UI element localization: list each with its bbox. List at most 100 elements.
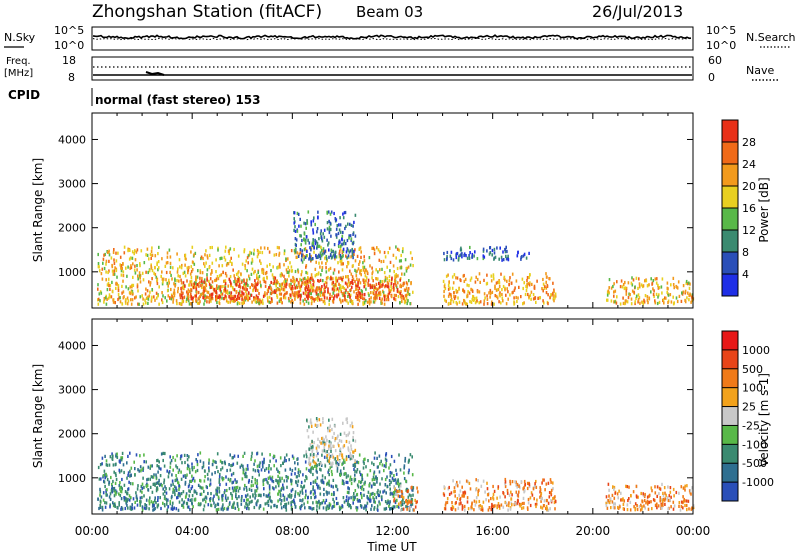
- heatmap-cell: [289, 493, 291, 497]
- heatmap-cell: [291, 279, 294, 283]
- heatmap-cell: [248, 296, 251, 300]
- heatmap-cell: [414, 498, 416, 502]
- heatmap-cell: [637, 286, 639, 290]
- heatmap-cell: [164, 494, 166, 498]
- heatmap-cell: [370, 507, 372, 511]
- heatmap-cell: [294, 467, 297, 471]
- heatmap-cell: [253, 296, 255, 300]
- heatmap-cell: [529, 496, 532, 500]
- heatmap-cell: [149, 290, 151, 294]
- heatmap-cell: [448, 492, 451, 496]
- heatmap-cell: [295, 480, 297, 484]
- heatmap-cell: [320, 290, 322, 294]
- heatmap-cell: [163, 478, 166, 482]
- heatmap-cell: [294, 286, 296, 290]
- heatmap-cell: [389, 507, 391, 511]
- heatmap-cell: [504, 495, 506, 499]
- heatmap-cell: [235, 280, 237, 284]
- heatmap-cell: [134, 264, 136, 268]
- heatmap-cell: [372, 491, 374, 496]
- heatmap-cell: [466, 496, 469, 500]
- heatmap-cell: [247, 295, 250, 300]
- heatmap-cell: [308, 241, 311, 245]
- heatmap-cell: [342, 216, 345, 220]
- heatmap-cell: [456, 276, 459, 280]
- heatmap-cell: [137, 277, 139, 281]
- heatmap-cell: [623, 302, 626, 306]
- heatmap-cell: [316, 463, 318, 468]
- heatmap-cell: [226, 291, 229, 295]
- heatmap-cell: [148, 502, 151, 506]
- heatmap-cell: [517, 494, 520, 498]
- heatmap-cell: [307, 210, 310, 214]
- heatmap-cell: [134, 258, 137, 262]
- heatmap-cell: [175, 486, 177, 490]
- heatmap-cell: [200, 492, 203, 496]
- heatmap-cell: [414, 505, 417, 509]
- heatmap-cell: [140, 484, 143, 489]
- heatmap-cell: [229, 247, 232, 251]
- heatmap-cell: [403, 272, 406, 276]
- heatmap-cell: [395, 489, 397, 493]
- heatmap-cell: [308, 291, 311, 295]
- heatmap-cell: [119, 263, 121, 267]
- heatmap-cell: [447, 284, 450, 288]
- heatmap-cell: [468, 254, 470, 258]
- heatmap-cell: [299, 294, 302, 298]
- heatmap-cell: [156, 296, 158, 300]
- heatmap-cell: [359, 271, 361, 275]
- heatmap-cell: [147, 270, 149, 275]
- heatmap-cell: [614, 491, 616, 495]
- heatmap-cell: [397, 479, 400, 483]
- heatmap-cell: [246, 256, 249, 260]
- heatmap-cell: [540, 491, 543, 496]
- heatmap-cell: [278, 253, 280, 257]
- heatmap-cell: [376, 246, 378, 250]
- heatmap-cell: [300, 278, 303, 282]
- heatmap-cell: [290, 265, 293, 269]
- heatmap-cell: [104, 473, 106, 477]
- heatmap-cell: [318, 463, 320, 467]
- heatmap-cell: [382, 283, 384, 287]
- heatmap-cell: [229, 479, 231, 483]
- heatmap-cell: [221, 296, 223, 300]
- heatmap-cell: [316, 419, 318, 423]
- heatmap-cell: [491, 300, 493, 304]
- heatmap-cell: [211, 261, 214, 265]
- heatmap-cell: [351, 279, 354, 283]
- heatmap-cell: [372, 300, 375, 304]
- heatmap-cell: [351, 421, 353, 425]
- heatmap-cell: [296, 475, 298, 479]
- heatmap-cell: [398, 453, 400, 457]
- heatmap-cell: [310, 421, 313, 425]
- heatmap-cell: [339, 450, 342, 455]
- heatmap-cell: [279, 476, 281, 480]
- heatmap-cell: [331, 294, 333, 299]
- heatmap-cell: [132, 275, 134, 279]
- heatmap-cell: [106, 283, 109, 287]
- heatmap-cell: [644, 279, 646, 283]
- heatmap-cell: [255, 287, 257, 291]
- heatmap-cell: [334, 217, 337, 221]
- heatmap-cell: [346, 502, 349, 506]
- heatmap-cell: [375, 291, 377, 295]
- heatmap-cell: [320, 229, 322, 233]
- heatmap-cell: [226, 289, 229, 293]
- heatmap-cell: [232, 471, 235, 476]
- heatmap-cell: [344, 460, 346, 464]
- heatmap-cell: [350, 478, 353, 482]
- heatmap-cell: [331, 472, 333, 477]
- heatmap-cell: [246, 288, 248, 292]
- heatmap-cell: [487, 508, 490, 512]
- heatmap-cell: [303, 257, 305, 261]
- heatmap-cell: [320, 297, 323, 302]
- heatmap-cell: [491, 290, 494, 294]
- heatmap-cell: [332, 280, 335, 285]
- heatmap-cell: [543, 499, 546, 503]
- heatmap-cell: [232, 505, 235, 509]
- heatmap-cell: [349, 424, 352, 428]
- heatmap-cell: [367, 281, 369, 285]
- heatmap-cell: [349, 295, 351, 299]
- heatmap-cell: [276, 301, 279, 305]
- heatmap-cell: [140, 500, 142, 504]
